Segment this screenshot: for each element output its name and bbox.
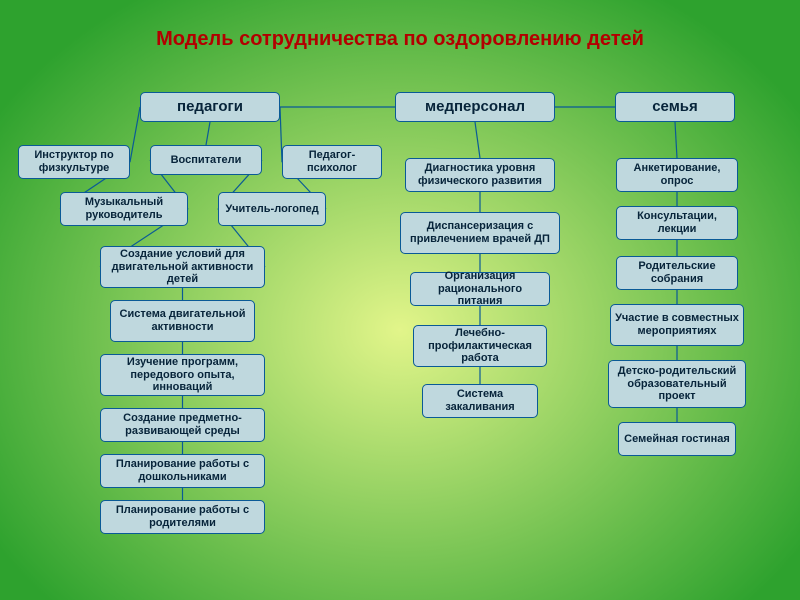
node-muz: Музыкальный руководитель [60, 192, 188, 226]
node-vosp: Воспитатели [150, 145, 262, 175]
node-family: семья [615, 92, 735, 122]
node-pedagogi: педагоги [140, 92, 280, 122]
edge-pedagogi-instr [130, 107, 140, 162]
node-f6: Семейная гостиная [618, 422, 736, 456]
edge-family-f1 [675, 122, 677, 158]
edge-med-m1 [475, 122, 480, 158]
node-f1: Анкетирование, опрос [616, 158, 738, 192]
node-p5: Планирование работы с дошкольниками [100, 454, 265, 488]
node-pedpsy: Педагог-психолог [282, 145, 382, 179]
diagram-canvas: Модель сотрудничества по оздоровлению де… [0, 0, 800, 600]
node-p4: Создание предметно-развивающей среды [100, 408, 265, 442]
node-m3: Организация рационального питания [410, 272, 550, 306]
node-f5: Детско-родительский образовательный прое… [608, 360, 746, 408]
node-f3: Родительские собрания [616, 256, 738, 290]
node-logoped: Учитель-логопед [218, 192, 326, 226]
node-m2: Диспансеризация с привлечением врачей ДП [400, 212, 560, 254]
node-p2: Система двигательной активности [110, 300, 255, 342]
node-m5: Система закаливания [422, 384, 538, 418]
edge-pedagogi-vosp [206, 122, 210, 145]
node-instr: Инструктор по физкультуре [18, 145, 130, 179]
node-p6: Планирование работы с родителями [100, 500, 265, 534]
node-p1: Создание условий для двигательной активн… [100, 246, 265, 288]
node-f2: Консультации, лекции [616, 206, 738, 240]
node-p3: Изучение программ, передового опыта, инн… [100, 354, 265, 396]
node-m4: Лечебно-профилактическая работа [413, 325, 547, 367]
diagram-title: Модель сотрудничества по оздоровлению де… [0, 28, 800, 51]
node-m1: Диагностика уровня физического развития [405, 158, 555, 192]
node-f4: Участие в совместных мероприятиях [610, 304, 744, 346]
node-med: медперсонал [395, 92, 555, 122]
